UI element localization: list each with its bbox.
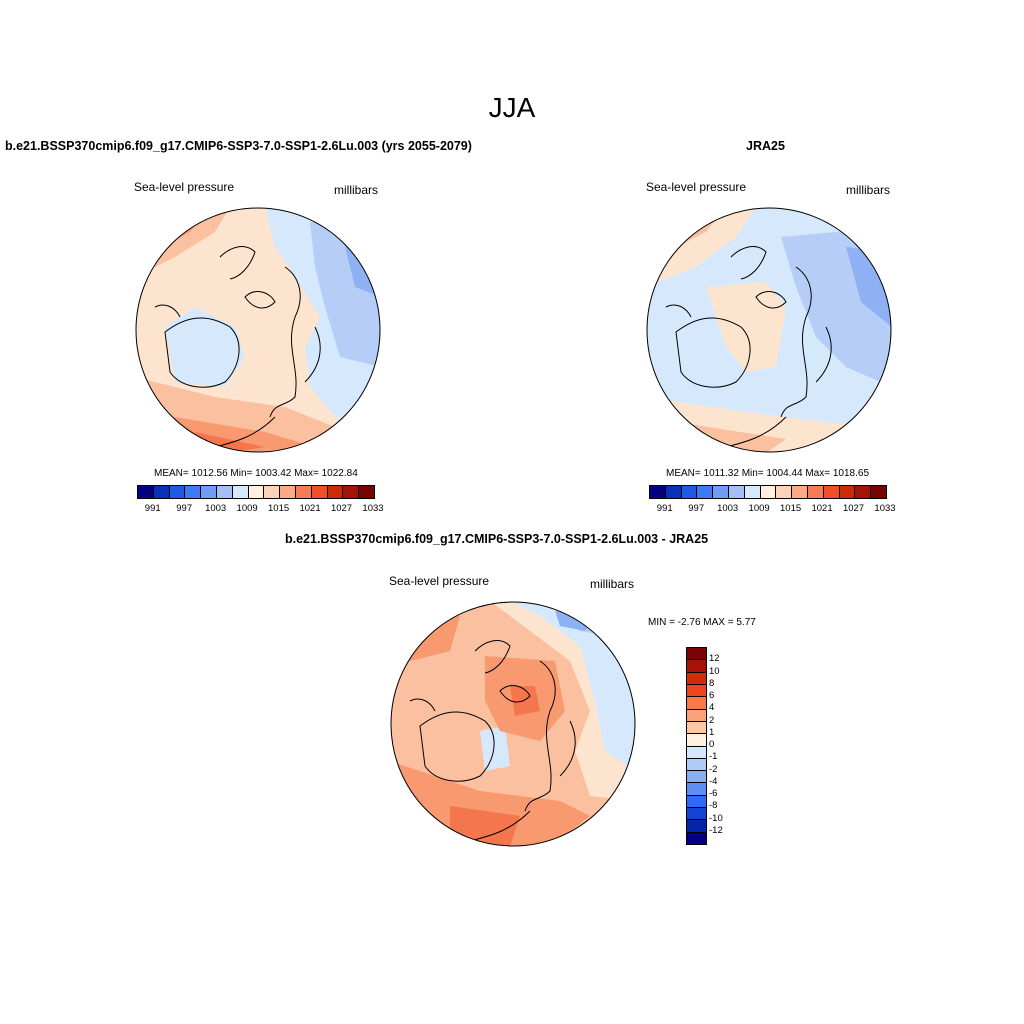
season-title: JJA: [488, 92, 536, 123]
colorbar-swatch: [687, 660, 706, 673]
left-panel-title: b.e21.BSSP370cmip6.f09_g17.CMIP6-SSP3-7.…: [5, 139, 472, 153]
colorbar-swatch: [359, 486, 374, 498]
diff-colorbar: [686, 647, 707, 845]
colorbar-tick-label: -12: [709, 824, 723, 836]
colorbar-swatch: [169, 486, 186, 498]
diff-polar-map: [390, 601, 636, 847]
colorbar-tick-label: 1009: [748, 503, 770, 514]
colorbar-tick-label: -2: [709, 763, 718, 775]
colorbar-swatch: [327, 486, 344, 498]
right-polar-map: [646, 207, 892, 453]
left-variable-label: Sea-level pressure: [134, 180, 235, 194]
colorbar-swatch: [295, 486, 312, 498]
colorbar-tick-label: 1015: [268, 503, 290, 514]
colorbar-tick-label: 1021: [299, 503, 321, 514]
colorbar-swatch: [681, 486, 698, 498]
colorbar-swatch: [776, 486, 793, 498]
colorbar-swatch: [687, 721, 706, 735]
colorbar-swatch: [687, 795, 706, 809]
colorbar-swatch: [697, 486, 714, 498]
colorbar-swatch: [807, 486, 824, 498]
diff-variable-label: Sea-level pressure: [389, 574, 490, 588]
colorbar-swatch: [687, 672, 706, 685]
colorbar-tick-label: 1003: [205, 503, 227, 514]
colorbar-swatch: [823, 486, 840, 498]
colorbar-tick-label: 997: [176, 503, 193, 514]
colorbar-swatch: [311, 486, 328, 498]
colorbar-swatch: [687, 697, 706, 710]
colorbar-swatch: [687, 648, 706, 661]
left-stats: MEAN= 1012.56 Min= 1003.42 Max= 1022.84: [154, 468, 358, 479]
colorbar-swatch: [687, 758, 706, 772]
colorbar-tick-label: -10: [709, 812, 723, 824]
colorbar-tick-label: -6: [709, 788, 718, 799]
colorbar-tick-label: 4: [709, 702, 715, 714]
right-variable-label: Sea-level pressure: [646, 180, 747, 194]
colorbar-tick-label: 991: [144, 503, 161, 514]
colorbar-tick-label: -4: [709, 775, 718, 787]
colorbar-swatch: [264, 486, 281, 498]
colorbar-tick-label: 997: [688, 503, 705, 514]
right-stats: MEAN= 1011.32 Min= 1004.44 Max= 1018.65: [666, 468, 870, 479]
colorbar-tick-label: 12: [709, 653, 720, 665]
colorbar-swatch: [280, 486, 296, 498]
colorbar-tick-label: -8: [709, 800, 718, 812]
colorbar-swatch: [760, 486, 777, 498]
colorbar-swatch: [650, 486, 666, 498]
colorbar-swatch: [687, 734, 706, 747]
colorbar-tick-label: 8: [709, 677, 715, 689]
colorbar-swatch: [687, 709, 706, 722]
colorbar-swatch: [201, 486, 217, 498]
colorbar-swatch: [138, 486, 154, 498]
colorbar-swatch: [232, 486, 249, 498]
colorbar-swatch: [687, 820, 706, 833]
right-panel-title: JRA25: [746, 139, 785, 153]
colorbar-tick-label: -1: [709, 751, 718, 763]
colorbar-swatch: [855, 486, 872, 498]
colorbar-swatch: [665, 486, 682, 498]
colorbar-swatch: [687, 783, 706, 796]
colorbar-tick-label: 1009: [236, 503, 258, 514]
right-units-label: millibars: [846, 183, 891, 197]
colorbar-tick-label: 1015: [780, 503, 802, 514]
diff-units-label: millibars: [590, 577, 635, 591]
colorbar-tick-label: 991: [656, 503, 673, 514]
left-units-label: millibars: [334, 183, 379, 197]
colorbar-swatch: [687, 832, 706, 844]
colorbar-tick-label: 1033: [362, 503, 384, 514]
colorbar-swatch: [687, 746, 706, 759]
colorbar-tick-label: 1021: [811, 503, 833, 514]
colorbar-swatch: [248, 486, 265, 498]
colorbar-swatch: [216, 486, 233, 498]
diff-panel-title: b.e21.BSSP370cmip6.f09_g17.CMIP6-SSP3-7.…: [285, 532, 709, 546]
diff-minmax: MIN = -2.76 MAX = 5.77: [648, 617, 756, 628]
colorbar-tick-label: 1: [709, 726, 715, 738]
left-colorbar: [137, 485, 375, 499]
colorbar-swatch: [792, 486, 808, 498]
colorbar-tick-label: 0: [709, 739, 715, 750]
colorbar-tick-label: 1003: [717, 503, 739, 514]
colorbar-swatch: [687, 771, 706, 784]
colorbar-swatch: [687, 684, 706, 698]
colorbar-swatch: [839, 486, 856, 498]
colorbar-swatch: [728, 486, 745, 498]
colorbar-swatch: [343, 486, 360, 498]
right-colorbar: [649, 485, 887, 499]
colorbar-tick-label: 1027: [330, 503, 353, 514]
colorbar-swatch: [713, 486, 729, 498]
colorbar-tick-label: 1033: [874, 503, 896, 514]
colorbar-tick-label: 1027: [842, 503, 865, 514]
colorbar-swatch: [871, 486, 886, 498]
colorbar-swatch: [153, 486, 170, 498]
colorbar-tick-label: 2: [709, 714, 715, 726]
colorbar-tick-label: 6: [709, 690, 715, 701]
colorbar-tick-label: 10: [709, 665, 720, 677]
colorbar-swatch: [687, 808, 706, 821]
colorbar-swatch: [744, 486, 761, 498]
left-polar-map: [135, 207, 381, 453]
colorbar-swatch: [185, 486, 202, 498]
